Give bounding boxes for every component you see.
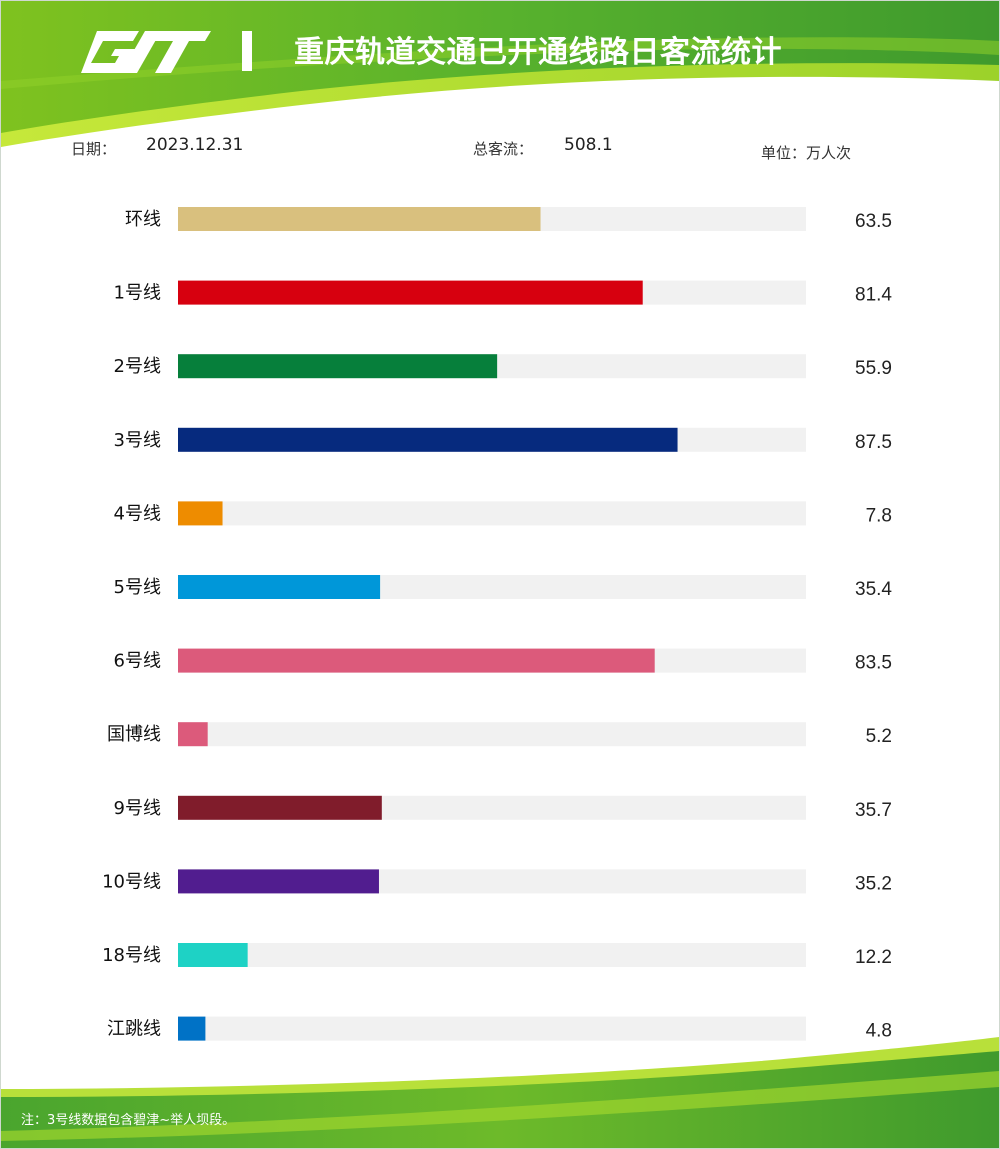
value-label: 7.8 [866,505,892,526]
value-label: 63.5 [855,211,892,232]
total-value: 508.1 [564,135,613,155]
category-label: 江跳线 [107,1019,161,1040]
unit-label: 单位：万人次 [761,144,852,162]
bar-track [178,1016,806,1041]
bar-row: 9号线 35.7 [114,795,892,821]
bar [178,207,541,231]
footer-banner [1,1037,999,1148]
bar-row: 环线 63.5 [125,207,892,232]
value-label: 12.2 [855,947,892,968]
crt-logo [81,31,211,73]
title-divider [242,31,252,71]
bar-row: 国博线 5.2 [107,722,892,747]
ridership-bar-chart: 环线 63.5 1号线 81.4 2号线 55.9 3号线 87.5 4号线 7.8 5号线 35.4… [102,207,892,1042]
bar [178,1016,206,1041]
page-title: 重庆轨道交通已开通线路日客流统计 [294,35,782,70]
bar [178,427,678,452]
bar-row: 3号线 87.5 [114,427,892,453]
date-label: 日期： [71,140,117,158]
bar-track [178,501,806,526]
bar-row: 2号线 55.9 [114,354,892,379]
bar [178,575,381,599]
category-label: 4号线 [114,503,161,524]
category-label: 18号线 [102,945,161,966]
bar [178,280,643,305]
bar-row: 4号线 7.8 [114,501,892,526]
bar-track [178,722,806,747]
date-value: 2023.12.31 [146,135,244,155]
category-label: 3号线 [114,430,161,451]
bar-row: 1号线 81.4 [114,280,892,306]
value-label: 4.8 [866,1021,892,1042]
value-label: 35.4 [855,579,892,600]
category-label: 6号线 [114,651,161,672]
bar [178,648,655,673]
bar-row: 江跳线 4.8 [107,1016,892,1042]
value-label: 81.4 [855,285,892,306]
category-label: 2号线 [114,356,161,377]
category-label: 国博线 [107,724,161,745]
footnote: 注：3号线数据包含碧津~举人坝段。 [21,1113,236,1128]
category-label: 环线 [125,209,161,230]
bar [178,501,223,526]
bar [178,943,248,967]
value-label: 5.2 [866,726,892,747]
value-label: 87.5 [855,432,892,453]
value-label: 35.7 [855,800,892,821]
bar-row: 5号线 35.4 [114,575,892,600]
bar-row: 10号线 35.2 [102,869,892,894]
bar [178,795,382,820]
category-label: 5号线 [114,577,161,598]
category-label: 1号线 [114,283,161,304]
category-label: 9号线 [114,798,161,819]
value-label: 83.5 [855,653,892,674]
bar [178,722,208,747]
header-banner [1,1,999,147]
bar [178,869,379,894]
total-label: 总客流： [473,140,534,158]
bar-row: 18号线 12.2 [102,943,892,968]
bar-track [178,943,806,967]
value-label: 55.9 [855,358,892,379]
value-label: 35.2 [855,873,892,894]
bar-row: 6号线 83.5 [114,648,892,674]
category-label: 10号线 [102,871,161,892]
bar [178,354,498,379]
